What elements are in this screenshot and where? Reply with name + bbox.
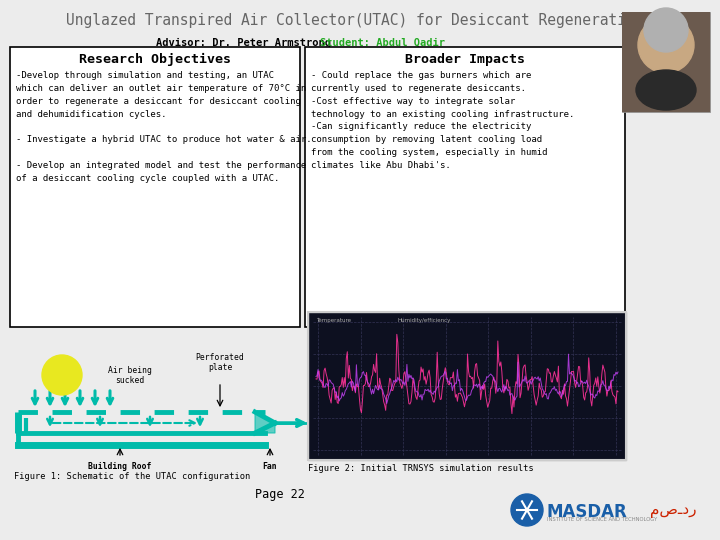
- Text: Broader Impacts: Broader Impacts: [405, 53, 525, 66]
- Text: Air being
sucked: Air being sucked: [108, 366, 152, 385]
- Bar: [308, 312, 626, 460]
- Text: Humidity/efficiency: Humidity/efficiency: [398, 318, 451, 323]
- Bar: [622, 12, 710, 112]
- Text: INSTITUTE OF SCIENCE AND TECHNOLOGY: INSTITUTE OF SCIENCE AND TECHNOLOGY: [547, 517, 657, 522]
- Text: Building Roof: Building Roof: [89, 462, 152, 471]
- Bar: [622, 12, 710, 112]
- Polygon shape: [255, 412, 275, 433]
- Bar: [305, 47, 625, 327]
- Text: MASDAR: MASDAR: [547, 503, 628, 521]
- Text: Research Objectives: Research Objectives: [79, 53, 231, 66]
- Text: Temperature: Temperature: [316, 318, 351, 323]
- Text: Figure 1: Schematic of the UTAC configuration: Figure 1: Schematic of the UTAC configur…: [14, 472, 251, 481]
- Text: - Could replace the gas burners which are
currently used to regenerate desiccant: - Could replace the gas burners which ar…: [311, 71, 575, 170]
- Circle shape: [644, 8, 688, 52]
- Text: مصـدر: مصـدر: [650, 503, 696, 518]
- Text: Heated air to
desiccant cycle: Heated air to desiccant cycle: [312, 400, 382, 420]
- Text: Figure 2: Initial TRNSYS simulation results: Figure 2: Initial TRNSYS simulation resu…: [308, 464, 534, 473]
- Text: -Develop through simulation and testing, an UTAC
which can deliver an outlet air: -Develop through simulation and testing,…: [16, 71, 312, 183]
- Bar: [10, 47, 300, 327]
- Circle shape: [511, 494, 543, 526]
- Circle shape: [638, 17, 694, 73]
- Bar: [308, 312, 626, 460]
- Text: Unglazed Transpired Air Collector(UTAC) for Desiccant Regeneration: Unglazed Transpired Air Collector(UTAC) …: [66, 13, 644, 28]
- Text: Perforated
plate: Perforated plate: [196, 353, 244, 372]
- Text: Fan: Fan: [263, 462, 277, 471]
- Ellipse shape: [636, 70, 696, 110]
- Text: Student: Abdul Qadir: Student: Abdul Qadir: [320, 38, 445, 48]
- Text: Advisor: Dr. Peter Armstrong: Advisor: Dr. Peter Armstrong: [156, 38, 330, 48]
- Circle shape: [42, 355, 82, 395]
- Text: Page 22: Page 22: [255, 488, 305, 501]
